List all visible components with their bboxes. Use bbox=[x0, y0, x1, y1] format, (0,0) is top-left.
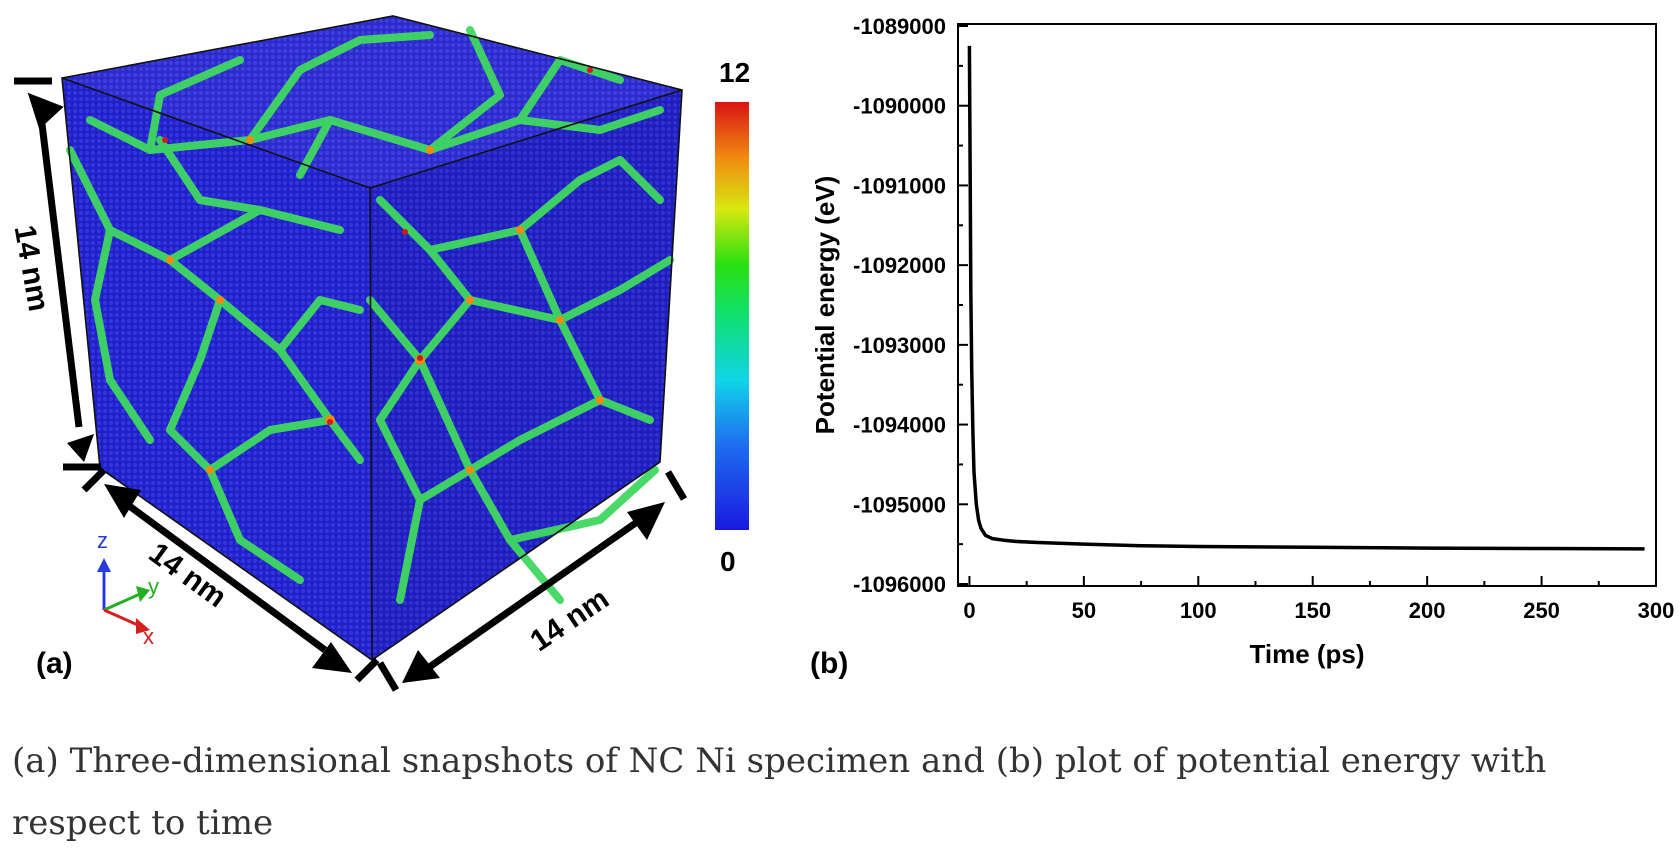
y-tick-label: -1090000 bbox=[853, 94, 946, 119]
axis-y-label: y bbox=[148, 574, 159, 599]
y-tick-label: -1089000 bbox=[853, 14, 946, 39]
y-tick-label: -1092000 bbox=[853, 253, 946, 278]
y-tick-label: -1095000 bbox=[853, 492, 946, 517]
cube-right-face bbox=[370, 90, 682, 660]
axis-z-label: z bbox=[97, 528, 108, 553]
cube-left-face bbox=[62, 78, 372, 660]
y-tick-label: -1096000 bbox=[853, 572, 946, 597]
x-tick-label: 100 bbox=[1180, 598, 1217, 623]
colorbar bbox=[715, 102, 749, 530]
x-axis-label: Time (ps) bbox=[1249, 639, 1364, 669]
cube-top-face bbox=[62, 16, 682, 188]
colorbar-max-label: 12 bbox=[719, 57, 750, 88]
axis-x-label: x bbox=[143, 624, 154, 649]
plot-frame bbox=[957, 23, 1657, 587]
x-tick-label: 300 bbox=[1638, 598, 1675, 623]
x-axis-ticks: 0 50 100 150 200 250 300 bbox=[963, 576, 1674, 623]
x-tick-label: 0 bbox=[963, 598, 975, 623]
panel-b-chart: -1096000 -1095000 -1094000 -1093000 -1092000… bbox=[810, 14, 1674, 680]
dim-label-vertical: 14 nm bbox=[8, 223, 56, 314]
panel-a-label: (a) bbox=[36, 647, 73, 680]
y-tick-label: -1093000 bbox=[853, 333, 946, 358]
grain-boundaries bbox=[66, 26, 674, 604]
figure-caption: (a) Three-dimensional snapshots of NC Ni… bbox=[12, 741, 1547, 843]
panel-b-label: (b) bbox=[810, 647, 848, 680]
axes-triad: z y x bbox=[97, 528, 159, 649]
x-tick-label: 50 bbox=[1072, 598, 1096, 623]
y-tick-label: -1091000 bbox=[853, 173, 946, 198]
panel-a-snapshot: 14 nm 14 nm 14 nm z y x 12 0 (a) bbox=[8, 15, 750, 692]
y-tick-label: -1094000 bbox=[853, 413, 946, 438]
x-tick-label: 150 bbox=[1294, 598, 1331, 623]
colorbar-min-label: 0 bbox=[720, 546, 736, 577]
y-axis-label: Potential energy (eV) bbox=[810, 176, 840, 435]
x-tick-label: 200 bbox=[1409, 598, 1446, 623]
dimension-arrows bbox=[14, 77, 688, 692]
y-axis-ticks: -1096000 -1095000 -1094000 -1093000 -1092000… bbox=[853, 14, 968, 597]
x-tick-label: 250 bbox=[1523, 598, 1560, 623]
series-line bbox=[967, 45, 1645, 551]
